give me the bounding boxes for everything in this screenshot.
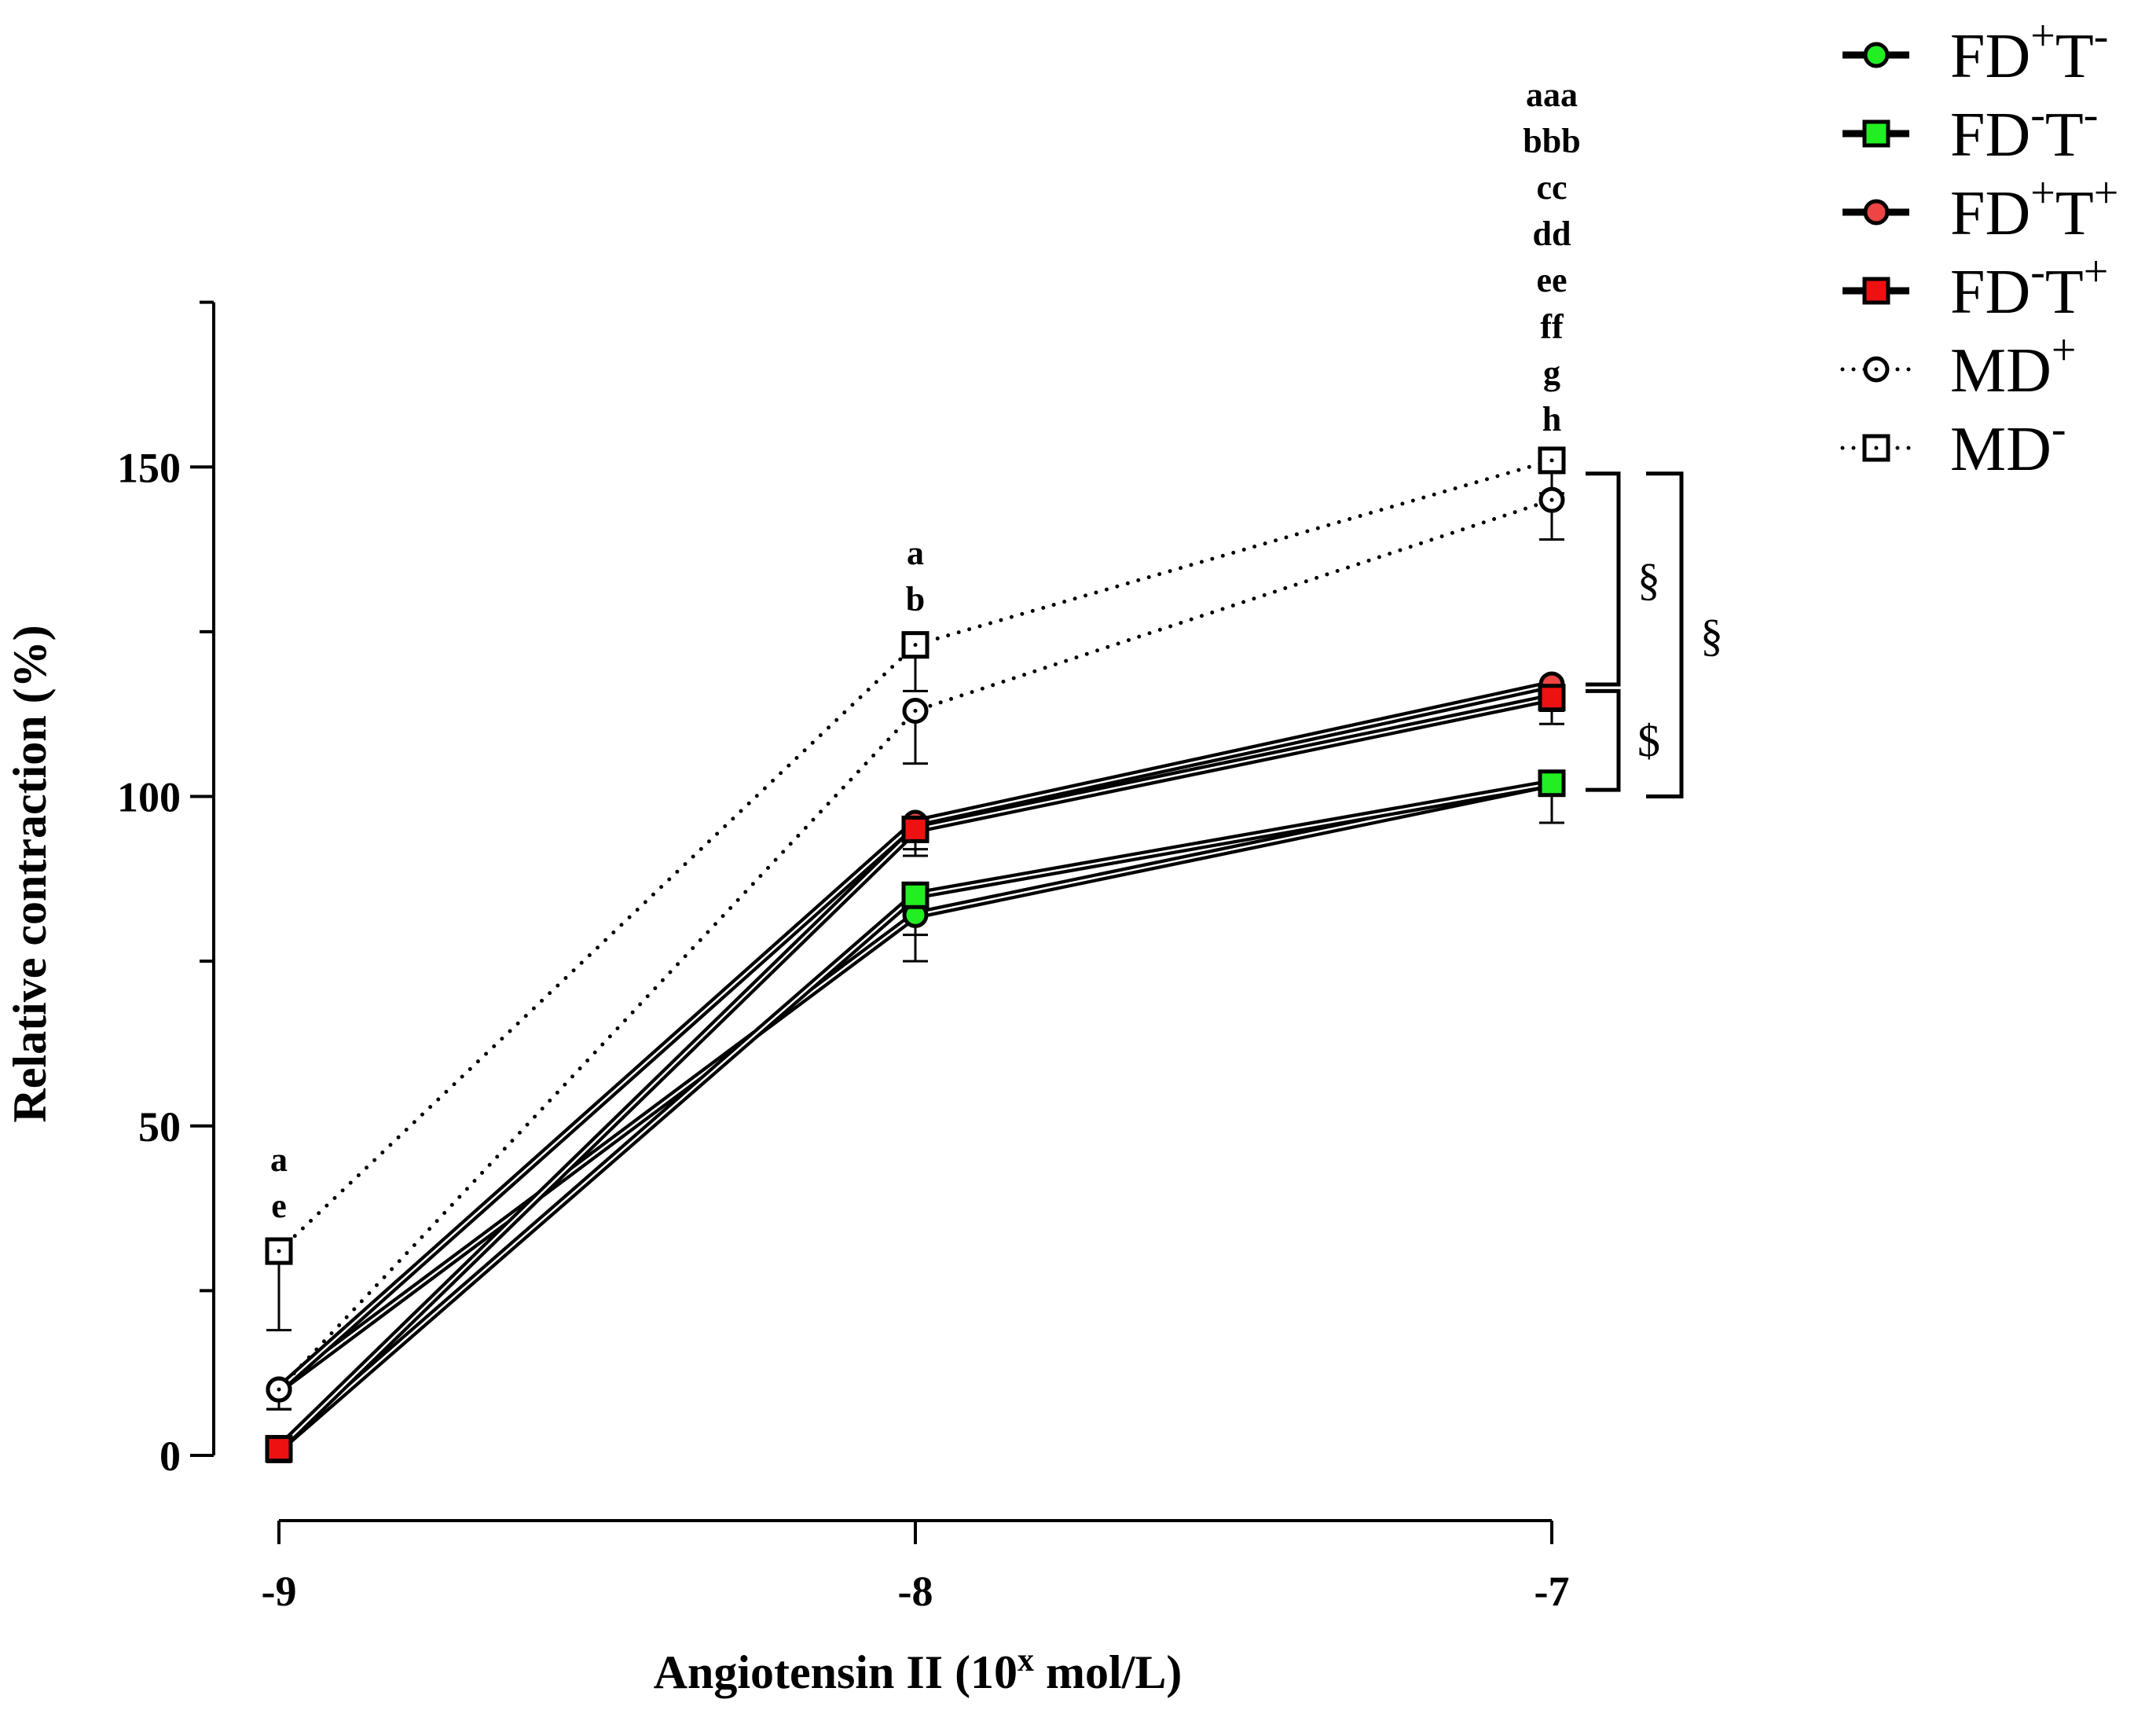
series-line-core-0 bbox=[278, 782, 1553, 1391]
bracket-label: § bbox=[1700, 610, 1723, 661]
legend-marker bbox=[1863, 199, 1890, 226]
legend-label: FD-T- bbox=[1950, 90, 2098, 170]
x-tick-label: -9 bbox=[262, 1568, 297, 1615]
legend-marker bbox=[1862, 119, 1890, 148]
legend-item-2: FD+T+ bbox=[1842, 169, 2118, 248]
series-line-0 bbox=[276, 779, 1553, 1393]
data-point bbox=[1538, 684, 1566, 712]
significance-bracket bbox=[1646, 472, 1684, 798]
annotation-letters: e bbox=[271, 1187, 287, 1225]
legend-item-5: MD- bbox=[1840, 405, 2066, 484]
series-markers-3 bbox=[265, 684, 1566, 1463]
x-tick-label: -8 bbox=[898, 1568, 933, 1615]
legend-marker bbox=[1863, 42, 1890, 68]
data-point-center-dot bbox=[913, 708, 918, 713]
series-markers-1 bbox=[265, 769, 1566, 1463]
series-markers-5 bbox=[265, 446, 1566, 1265]
annotation-letters: aaa bbox=[1526, 75, 1578, 114]
legend-item-3: FD-T+ bbox=[1842, 248, 2108, 327]
x-axis: -9 -8 -7 bbox=[262, 1519, 1570, 1615]
data-point-center-dot bbox=[277, 1387, 281, 1392]
y-tick-label: 100 bbox=[117, 774, 181, 821]
x-axis-title: Angiotensin II (10x mol/L) bbox=[654, 1642, 1182, 1698]
y-axis-title: Relative contraction (%) bbox=[4, 625, 56, 1122]
annotation-letters: h bbox=[1542, 400, 1561, 439]
annotation-letters: ee bbox=[1536, 261, 1567, 299]
annotation-letters: b bbox=[906, 580, 925, 618]
series-markers-4 bbox=[266, 486, 1565, 1403]
legend-marker-center-dot bbox=[1874, 367, 1879, 372]
annotation-letters: a bbox=[907, 534, 924, 572]
series-errorbars-2 bbox=[266, 684, 1564, 1411]
series-markers-0 bbox=[266, 770, 1565, 1403]
annotation-letters: cc bbox=[1536, 168, 1567, 207]
y-tick-label: 150 bbox=[117, 444, 181, 491]
series-errorbars-0 bbox=[266, 783, 1564, 1411]
annotation-letters: g bbox=[1543, 354, 1560, 392]
legend-item-1: FD-T- bbox=[1842, 90, 2098, 170]
y-tick-label: 50 bbox=[138, 1103, 181, 1150]
annotation-letters: ff bbox=[1540, 307, 1564, 346]
series-layer bbox=[265, 446, 1566, 1463]
data-point-center-dot bbox=[277, 1249, 281, 1253]
bracket-label: § bbox=[1637, 554, 1660, 605]
legend-label: FD-T+ bbox=[1950, 248, 2108, 327]
legend-label: MD+ bbox=[1950, 326, 2077, 405]
legend-label: MD- bbox=[1950, 405, 2066, 484]
legend-item-4: MD+ bbox=[1840, 326, 2077, 405]
data-point-center-dot bbox=[913, 643, 918, 648]
annotation-letters: dd bbox=[1533, 215, 1571, 253]
annotation-letters: a bbox=[270, 1140, 288, 1179]
data-point bbox=[1538, 769, 1566, 798]
legend: FD+T-FD-T-FD+T+FD-T+MD+MD- bbox=[1840, 12, 2118, 484]
data-point bbox=[901, 815, 930, 843]
data-point bbox=[901, 881, 930, 909]
legend-marker bbox=[1862, 277, 1890, 305]
y-axis: 0 50 100 150 bbox=[117, 300, 215, 1480]
significance-bracket bbox=[1586, 472, 1621, 687]
data-point-center-dot bbox=[1549, 458, 1554, 463]
y-tick-label: 0 bbox=[160, 1433, 181, 1480]
data-point-center-dot bbox=[1549, 497, 1554, 502]
x-tick-label: -7 bbox=[1534, 1568, 1570, 1615]
legend-label: FD+T+ bbox=[1950, 169, 2118, 248]
significance-bracket bbox=[1586, 688, 1621, 792]
significance-brackets: § $ § bbox=[1586, 472, 1723, 798]
legend-marker bbox=[1862, 434, 1890, 462]
bracket-label: $ bbox=[1637, 715, 1660, 766]
legend-label: FD+T- bbox=[1950, 12, 2108, 91]
annotation-letters: bbb bbox=[1523, 122, 1580, 160]
data-point bbox=[265, 1435, 293, 1463]
legend-item-0: FD+T- bbox=[1842, 12, 2108, 91]
legend-marker-center-dot bbox=[1874, 446, 1879, 450]
